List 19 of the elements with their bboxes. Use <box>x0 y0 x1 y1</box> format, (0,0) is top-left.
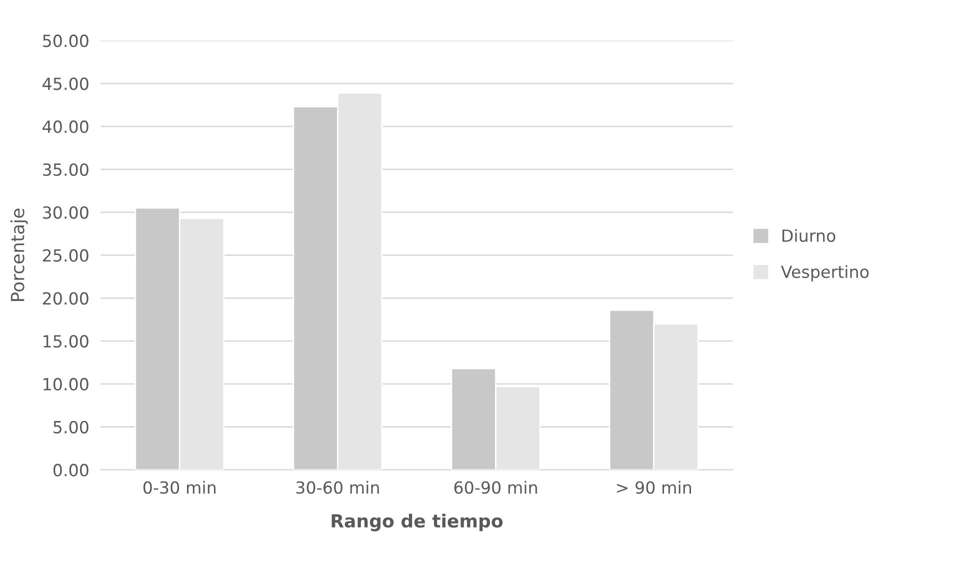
y-tick-label: 15.00 <box>44 335 88 348</box>
x-tick-label: 30-60 min <box>296 480 379 494</box>
y-tick-label: 30.00 <box>43 206 88 219</box>
y-tick-label: 35.00 <box>43 163 88 176</box>
y-tick-label: 20.00 <box>42 292 88 305</box>
y-tick-label: 25.00 <box>42 249 88 262</box>
y-tick-label: 45.00 <box>42 77 88 90</box>
legend-label: Diurno <box>782 229 836 242</box>
y-tick-label: 40.00 <box>42 120 88 134</box>
x-tick-label: 0-30 min <box>143 480 216 494</box>
x-tick-label: > 90 min <box>617 480 692 494</box>
x-tick-label: 60-90 min <box>454 480 537 494</box>
x-axis-title: Rango de tiempo <box>332 514 503 532</box>
y-axis-title: Porcentaje <box>10 208 28 301</box>
y-tick-label: 50.00 <box>43 34 88 48</box>
y-tick-label: 10.00 <box>44 378 88 391</box>
y-tick-label: 5.00 <box>54 420 88 434</box>
legend-label: Vespertino <box>780 265 869 282</box>
y-tick-label: 0.00 <box>53 464 88 476</box>
